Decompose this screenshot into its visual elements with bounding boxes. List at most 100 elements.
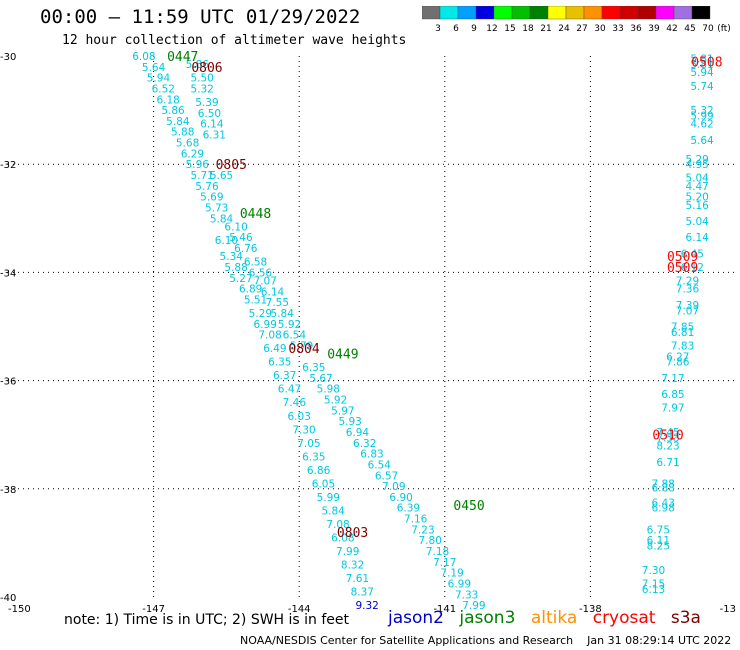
swh-value-jason3: 5.92 xyxy=(324,395,347,407)
pass-time-label: 0449 xyxy=(327,348,358,363)
swh-value-cryosat: 7.07 xyxy=(676,305,699,317)
swh-value-jason3: 5.79 xyxy=(290,340,313,352)
swh-value-jason3: 7.17 xyxy=(433,557,456,569)
swh-value-jason3: 6.94 xyxy=(346,427,370,439)
swh-value-jason3: 6.08 xyxy=(132,51,155,63)
swh-value-cryosat: 5.64 xyxy=(690,135,714,147)
swh-value-cryosat: 6.98 xyxy=(652,503,675,515)
colorbar-label: 36 xyxy=(630,24,642,34)
swh-value-jason3: 6.56 xyxy=(249,267,273,279)
swh-value-jason3: 6.83 xyxy=(360,449,383,461)
swh-value-jason3: 5.39 xyxy=(195,97,218,109)
swh-value-s3a: 6.89 xyxy=(239,284,262,296)
swh-value-jason3: 5.50 xyxy=(190,73,213,85)
swh-value-cryosat: 7.36 xyxy=(676,284,700,296)
swh-value-s3a: 5.84 xyxy=(166,116,190,128)
swh-value-jason3: 7.16 xyxy=(404,514,428,526)
swh-value-jason3: 5.98 xyxy=(317,384,340,396)
swh-value-s3a: 5.76 xyxy=(195,181,219,193)
colorbar-label: 6 xyxy=(453,24,459,34)
swh-value-s3a: 7.05 xyxy=(297,438,320,450)
legend-cryosat: cryosat xyxy=(592,608,656,628)
swh-value-jason3: 5.84 xyxy=(271,308,295,320)
swh-value-jason3: 7.07 xyxy=(254,276,277,288)
swh-value-s3a: 8.32 xyxy=(341,560,364,572)
swh-value-s3a: 5.71 xyxy=(190,170,213,182)
legend-jason2: jason2 xyxy=(388,608,444,628)
swh-value-s3a: 5.84 xyxy=(321,505,345,517)
swh-value-cryosat: 6.27 xyxy=(666,351,689,363)
swh-value-s3a: 9.32 xyxy=(355,600,378,612)
y-tick-label: -38 xyxy=(0,485,16,496)
swh-value-jason3: 5.93 xyxy=(338,416,361,428)
swh-value-cryosat: 6.88 xyxy=(652,483,675,495)
swh-value-cryosat: 5.04 xyxy=(685,173,709,185)
pass-time-label: 0447 xyxy=(167,50,198,65)
swh-value-jason3: 5.32 xyxy=(190,83,213,95)
colorbar-label: 27 xyxy=(576,24,587,34)
grid-lines xyxy=(8,56,736,597)
y-tick-label: -32 xyxy=(0,160,16,171)
colorbar-legend: 3 6 9 12 15 18 21 24 27 30 33 36 39 42 45 70 (ft) xyxy=(422,6,731,34)
colorbar-label: 9 xyxy=(471,24,477,34)
swh-value-cryosat: 5.74 xyxy=(690,81,714,93)
credit-line: NOAA/NESDIS Center for Satellite Applica… xyxy=(240,634,732,647)
x-tick-label: -141 xyxy=(433,604,456,615)
colorbar-unit: (ft) xyxy=(717,24,731,34)
swh-value-cryosat: 5.29 xyxy=(685,154,708,166)
swh-value-jason3: 6.57 xyxy=(375,470,398,482)
swh-value-s3a: 7.61 xyxy=(346,573,369,585)
pass-time-label: 0805 xyxy=(216,158,247,173)
swh-value-jason3: 7.33 xyxy=(455,589,478,601)
swh-value-cryosat: 5.20 xyxy=(685,192,708,204)
swh-value-s3a: 6.47 xyxy=(278,384,301,396)
swh-value-s3a: 5.27 xyxy=(229,273,252,285)
swh-value-s3a: 6.03 xyxy=(288,411,311,423)
swh-value-jason3: 6.14 xyxy=(261,286,285,298)
swh-value-cryosat: 7.17 xyxy=(661,373,684,385)
swh-value-cryosat: 7.45 xyxy=(656,427,679,439)
swh-value-cryosat: 7.83 xyxy=(671,340,694,352)
swh-value-cryosat: 5.16 xyxy=(685,200,709,212)
colorbar-label: 45 xyxy=(684,24,695,34)
pass-time-label: 0509 xyxy=(667,250,698,265)
pass-time-label: 0804 xyxy=(288,342,319,357)
legend-jason3: jason3 xyxy=(459,608,516,628)
legend-altika: altika xyxy=(530,608,578,628)
swh-value-s3a: 7.46 xyxy=(283,397,307,409)
swh-value-jason3: 6.50 xyxy=(198,108,221,120)
swh-value-s3a: 5.73 xyxy=(205,202,228,214)
swh-value-s3a: 6.18 xyxy=(156,94,179,106)
swh-value-cryosat: 4.47 xyxy=(685,181,708,193)
swh-value-cryosat: 5.81 xyxy=(690,59,713,71)
swh-value-cryosat: 4.62 xyxy=(690,119,713,131)
swh-value-cryosat: 5.99 xyxy=(690,111,713,123)
swh-value-jason3: 6.31 xyxy=(203,129,226,141)
swh-value-jason3: 6.39 xyxy=(397,503,420,515)
swh-value-s3a: 5.51 xyxy=(244,294,267,306)
swh-value-cryosat: 6.12 xyxy=(681,262,704,274)
swh-value-cryosat: 5.32 xyxy=(690,105,713,117)
swh-value-s3a: 6.10 xyxy=(215,235,238,247)
swh-value-s3a: 6.49 xyxy=(263,343,286,355)
y-tick-label: -40 xyxy=(0,593,16,604)
colorbar-label: 18 xyxy=(522,24,534,34)
units-note: note: 1) Time is in UTC; 2) SWH is in fe… xyxy=(64,612,350,628)
swh-value-s3a: 6.35 xyxy=(268,357,291,369)
satellite-legend: jason2 jason3 altika cryosat s3a xyxy=(388,608,711,628)
swh-value-s3a: 6.35 xyxy=(302,451,325,463)
swh-value-s3a: 5.99 xyxy=(317,492,340,504)
x-tick-label: -138 xyxy=(579,604,602,615)
pass-time-label: 0509 xyxy=(667,261,698,276)
swh-value-cryosat: 6.71 xyxy=(656,457,679,469)
swh-value-s3a: 6.52 xyxy=(152,83,175,95)
swh-value-jason3: 7.80 xyxy=(419,535,442,547)
swh-value-jason3: 6.14 xyxy=(200,119,224,131)
pass-time-label: 0448 xyxy=(240,207,271,222)
x-tick-label: -13 xyxy=(720,604,736,615)
swh-value-s3a: 5.69 xyxy=(200,192,223,204)
swh-value-cryosat: 6.85 xyxy=(661,389,684,401)
swh-value-cryosat: 7.88 xyxy=(652,478,675,490)
